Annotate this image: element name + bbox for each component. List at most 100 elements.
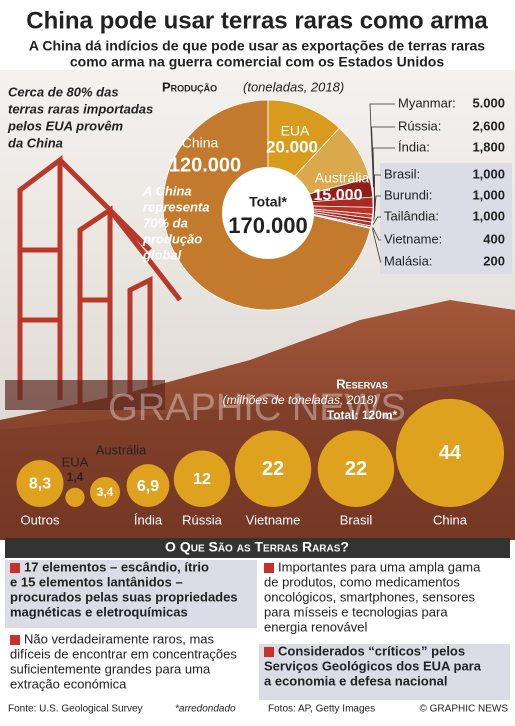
slice-value: 20.000 [266, 137, 318, 156]
slice-label: Índia: [398, 139, 430, 154]
leader-line [372, 228, 381, 263]
slice-value: 200 [483, 253, 505, 268]
bullet [264, 647, 274, 657]
bubble-value: 44 [439, 442, 462, 464]
leader-line [373, 174, 381, 217]
info-heading: O Que São as Terras Raras? [165, 539, 349, 555]
title: China pode usar terras raras como arma [26, 7, 488, 34]
leader-line [372, 216, 381, 225]
bubble-value: 1,4 [67, 470, 84, 484]
bubble-value: 3,4 [97, 485, 114, 499]
slice-value: 120.000 [169, 154, 241, 176]
bubble-label: Austrália [96, 442, 147, 457]
slice-label: Tailândia: [384, 208, 439, 223]
info-text: 17 elementos – escândio, ítrio [24, 559, 209, 574]
bubble [16, 460, 64, 507]
watermark: GRAPHIC NEWS [108, 387, 406, 429]
slice-value: 5.000 [472, 95, 505, 110]
info-text: procurados pelas suas propriedades [10, 589, 238, 604]
info-text: Serviços Geológicos dos EUA para [264, 658, 482, 673]
bubble-value: 12 [193, 471, 211, 488]
bubble-label: Vietname [246, 512, 301, 527]
bubble-value: 22 [262, 458, 284, 480]
pie-hole [222, 167, 314, 259]
annotation: representa [143, 199, 209, 214]
slice-label: Malásia: [384, 253, 432, 268]
source: Fonte: U.S. Geological Survey [8, 704, 143, 715]
subtitle: como arma na guerra comercial com os Est… [70, 54, 444, 70]
bubble-label: China [433, 512, 468, 527]
slice-label: Brasil: [384, 166, 420, 181]
bullet [10, 563, 20, 573]
bubble-value: 6,9 [137, 478, 159, 495]
slice-value: 400 [483, 231, 505, 246]
footnote: *arredondado [175, 704, 236, 715]
slice-label: EUA [281, 123, 310, 139]
annotation: global [142, 247, 182, 262]
bubble-label: Brasil [340, 512, 373, 527]
bubble-label: Outros [20, 512, 60, 527]
info-text: Importantes para uma ampla gama [278, 559, 481, 574]
bubble [395, 398, 505, 508]
note: da China [8, 135, 63, 150]
slice-value: 1,000 [472, 187, 505, 202]
bubble [65, 487, 85, 507]
chart-title: Produção [162, 79, 217, 94]
slice-value: 15.000 [314, 187, 363, 204]
info-panel [259, 644, 510, 700]
total-title: Total* [249, 194, 287, 210]
bubble [317, 430, 395, 507]
bubble-value: 8,3 [29, 476, 51, 493]
bullet [10, 635, 20, 645]
bubble-value: 22 [345, 458, 367, 480]
note: pelos EUA provêm [7, 118, 124, 133]
slice-value: 2,600 [472, 118, 505, 133]
annotation: 70% da [143, 215, 188, 230]
total-value: 170.000 [228, 213, 308, 238]
slice-value: 1,000 [472, 166, 505, 181]
info-text: suficientemente grandes para uma [10, 661, 211, 676]
slice-label: Burundi: [384, 187, 432, 202]
photo-cranes [17, 155, 182, 410]
bubble [89, 476, 121, 507]
info-panel [5, 560, 257, 628]
info-text: difíceis de encontrar em concentrações [10, 646, 237, 661]
photo-dock [5, 380, 165, 410]
info-text: Não verdadeiramente raros, mas [24, 631, 215, 646]
info-text: a economia e defesa nacional [264, 673, 448, 688]
info-text: oncológicos, smartphones, sensores [264, 589, 476, 604]
chart-subtitle: (milhões de toneladas, 2018) [223, 393, 378, 407]
info-text: para mísseis e tecnologias para [264, 604, 448, 619]
slice-label: Rússia: [398, 118, 441, 133]
bubble-label: EUA [62, 454, 89, 469]
info-heading-bar [5, 538, 510, 558]
note: Cerca de 80% das [8, 84, 119, 99]
info-text: extração económica [10, 676, 127, 691]
chart-total: Total: 120m* [327, 408, 398, 422]
bullet [264, 563, 274, 573]
leader-line [372, 227, 381, 241]
slice-label: Myanmar: [398, 95, 456, 110]
slice-label: Austrália [315, 170, 370, 186]
slice-label: Vietname: [384, 231, 442, 246]
bubble [234, 430, 312, 507]
slice-value: 1,800 [472, 139, 505, 154]
bubble-label: Índia [134, 512, 163, 527]
photo-credit: Fotos: AP, Getty Images [268, 704, 375, 715]
info-text: magnéticas e eletroquímicas [10, 604, 188, 619]
slice-label: China [182, 135, 219, 151]
info-text: de produtos, como medicamentos [264, 574, 460, 589]
credit: © GRAPHIC NEWS [420, 704, 509, 715]
chart-title: Reservas [336, 376, 388, 391]
info-text: Considerados “críticos” pelos [278, 643, 465, 658]
leader-line [373, 195, 381, 221]
info-text: e 15 elementos lantânidos – [10, 574, 183, 589]
subtitle: A China dá indícios de que pode usar as … [29, 38, 485, 54]
note: terras raras importadas [8, 101, 153, 116]
info-text: energia renovável [264, 619, 367, 634]
annotation: A China [142, 183, 192, 198]
label-box [380, 163, 512, 274]
bubble-label: Rússia [182, 512, 223, 527]
